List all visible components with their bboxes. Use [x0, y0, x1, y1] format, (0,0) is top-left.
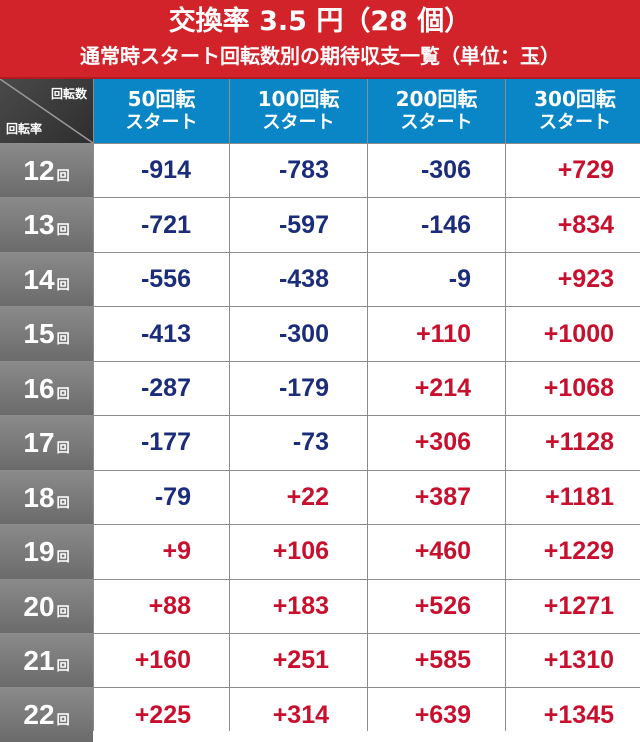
table-cell: +1068: [506, 361, 640, 416]
table-corner-header: 回転数 回転率: [0, 79, 93, 143]
table-cell: -146: [368, 198, 505, 252]
column-header-line2: スタート: [125, 112, 198, 133]
table-cell: +585: [368, 633, 505, 688]
table-cell: +306: [368, 416, 505, 470]
table-cell: +1310: [506, 633, 640, 688]
table-cell: -73: [230, 416, 367, 470]
corner-label-rate: 回転率: [6, 122, 43, 136]
row-header-rate: 19 回: [0, 525, 93, 579]
table-cell: -79: [94, 470, 229, 525]
table-cell: +9: [94, 525, 229, 579]
page-title: 交換率 3.5 円（28 個）: [168, 6, 472, 37]
table-cell: +251: [230, 633, 367, 688]
table-cell: +88: [94, 579, 229, 633]
table-cell: +1345: [506, 688, 640, 742]
table-cell: +1229: [506, 525, 640, 579]
table-cell: +1181: [506, 470, 640, 525]
row-rate-unit: 回: [56, 495, 70, 511]
table-cell: +214: [368, 361, 505, 416]
row-rate-unit: 回: [56, 277, 70, 293]
table-cell: -179: [230, 361, 367, 416]
row-rate-unit: 回: [56, 332, 70, 348]
table-cell: +1128: [506, 416, 640, 470]
column-header-line2: スタート: [262, 112, 335, 133]
table-cell: +106: [230, 525, 367, 579]
table-cell: -556: [94, 252, 229, 307]
row-rate-unit: 回: [56, 713, 70, 729]
title-banner: 交換率 3.5 円（28 個） 通常時スタート回転数別の期待収支一覧（単位：玉）: [0, 0, 640, 79]
row-header-rate: 20 回: [0, 579, 93, 633]
row-rate-number: 18: [23, 481, 55, 513]
table-cell: +729: [506, 144, 640, 198]
column-header-line1: 50回転: [127, 87, 196, 111]
column-header-line2: スタート: [539, 112, 611, 133]
row-rate-unit: 回: [56, 658, 70, 674]
row-header-rate: 16 回: [0, 361, 93, 416]
table-cell: +314: [230, 688, 367, 742]
table-cell: -914: [94, 144, 229, 198]
row-header-rate: 17 回: [0, 416, 93, 470]
table-cell: -287: [94, 361, 229, 416]
row-rate-number: 12: [23, 155, 55, 186]
expected-value-table: 回転数 回転率 50回転 スタート 100回転 スタート 200回転 スタート …: [0, 79, 640, 742]
table-cell: +460: [368, 525, 505, 579]
table-cell: +1000: [506, 307, 640, 361]
row-header-rate: 21 回: [0, 633, 93, 688]
column-header-100: 100回転 スタート: [230, 79, 367, 143]
row-rate-number: 22: [23, 699, 55, 731]
row-rate-number: 20: [23, 590, 55, 622]
row-header-rate: 14 回: [0, 252, 93, 307]
table-cell: +639: [368, 688, 505, 742]
table-cell: +387: [368, 470, 505, 525]
table-cell: -597: [230, 198, 367, 252]
column-header-200: 200回転 スタート: [368, 79, 505, 143]
page-subtitle: 通常時スタート回転数別の期待収支一覧（単位：玉）: [80, 44, 560, 68]
corner-label-spins: 回転数: [50, 87, 87, 101]
table-cell: +160: [94, 633, 229, 688]
row-rate-unit: 回: [56, 386, 70, 402]
table-cell: +1271: [506, 579, 640, 633]
column-header-line1: 300回転: [534, 87, 616, 111]
table-cell: +183: [230, 579, 367, 633]
row-rate-number: 16: [23, 372, 55, 404]
column-header-300: 300回転 スタート: [506, 79, 640, 143]
row-rate-unit: 回: [56, 169, 70, 184]
table-cell: +834: [506, 198, 640, 252]
table-cell: -9: [368, 252, 505, 307]
corner-diagonal-line: [0, 79, 93, 143]
table-cell: -413: [94, 307, 229, 361]
table-cell: +110: [368, 307, 505, 361]
table-cell: -306: [368, 144, 505, 198]
row-rate-number: 13: [23, 209, 55, 241]
row-header-rate: 18 回: [0, 470, 93, 525]
table-cell: -438: [230, 252, 367, 307]
row-rate-unit: 回: [56, 550, 70, 566]
row-rate-number: 19: [23, 536, 55, 568]
column-header-line1: 100回転: [257, 87, 340, 111]
row-rate-number: 21: [23, 644, 55, 676]
row-rate-number: 17: [23, 427, 55, 459]
table-cell: +225: [94, 688, 229, 742]
table-cell: -721: [94, 198, 229, 252]
row-header-rate: 12 回: [0, 144, 93, 198]
row-rate-number: 14: [23, 263, 55, 295]
row-rate-unit: 回: [56, 223, 70, 239]
column-header-line1: 200回転: [395, 87, 478, 111]
row-rate-unit: 回: [56, 604, 70, 620]
table-cell: -300: [230, 307, 367, 361]
table-cell: +526: [368, 579, 505, 633]
column-header-50: 50回転 スタート: [94, 79, 229, 143]
row-header-rate: 13 回: [0, 198, 93, 252]
row-rate-number: 15: [23, 318, 55, 350]
table-cell: +923: [506, 252, 640, 307]
row-header-rate: 22 回: [0, 688, 93, 742]
column-header-line2: スタート: [400, 112, 473, 133]
table-cell: +22: [230, 470, 367, 525]
row-rate-unit: 回: [56, 441, 70, 457]
row-header-rate: 15 回: [0, 307, 93, 361]
table-cell: -783: [230, 144, 367, 198]
table-cell: -177: [94, 416, 229, 470]
